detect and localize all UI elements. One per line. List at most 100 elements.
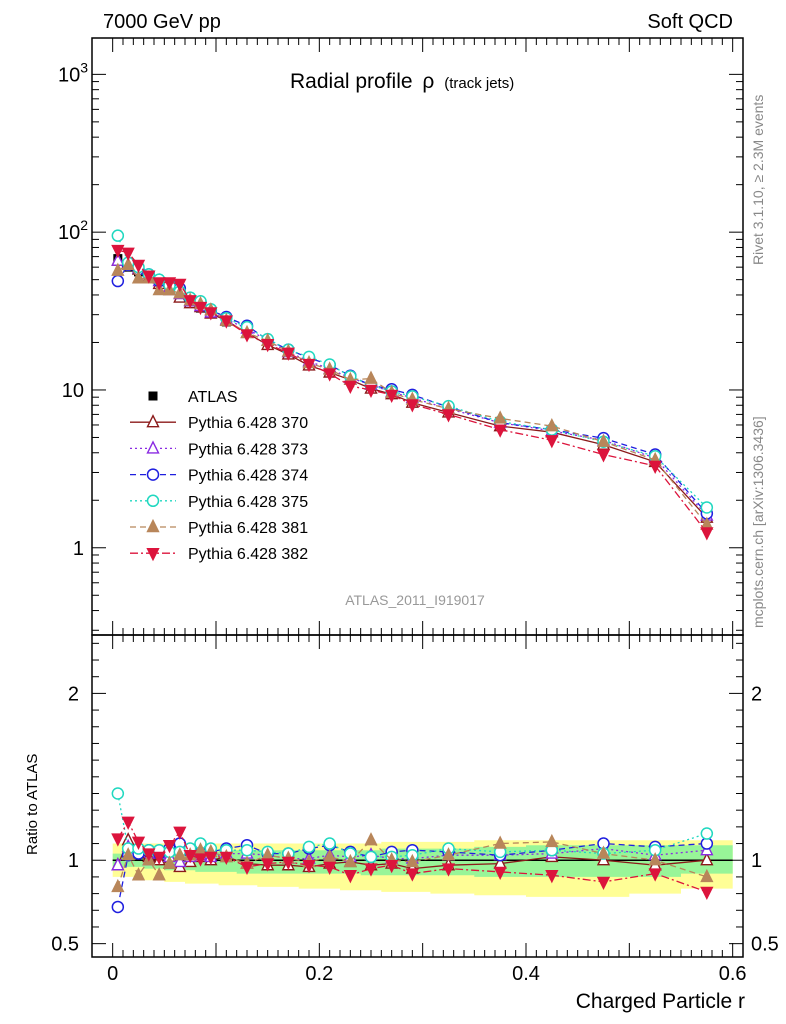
- x-tick-label: 0.2: [305, 963, 333, 985]
- ratio-point-375: [302, 840, 316, 854]
- ratio-point-382: [121, 816, 135, 830]
- y-tick-label: 1: [73, 538, 84, 560]
- top-point-382: [131, 259, 146, 273]
- ratio-point-382: [596, 876, 611, 890]
- top-point-382: [545, 435, 559, 449]
- top-point-382: [240, 329, 254, 343]
- ratio-point-381: [405, 853, 419, 868]
- ratio-point-370: [700, 852, 714, 866]
- ratio-point-382: [700, 886, 714, 900]
- legend-marker-370: [146, 414, 160, 428]
- plot-title-main: Radial profile: [290, 70, 413, 93]
- ratio-point-382: [111, 833, 125, 847]
- ratio-point-373: [173, 853, 187, 868]
- ratio-point-382: [142, 848, 156, 862]
- ratio-point-375: [364, 850, 378, 864]
- ratio-panel-series: [111, 787, 714, 914]
- ratio-point-382: [204, 851, 218, 865]
- top-point-382: [152, 277, 166, 291]
- ratio-y-tick-label-left: 2: [68, 683, 79, 705]
- top-point-375: [111, 229, 125, 242]
- legend: ATLAS Pythia 6.428 370 Pythia 6.428 373 Pyt…: [130, 389, 308, 563]
- legend-marker-373: [146, 440, 160, 454]
- top-point-381: [131, 270, 146, 284]
- plot-title: Radial profile ρ (track jets): [290, 70, 514, 93]
- top-line-373: [117, 259, 708, 517]
- ratio-point-381: [121, 847, 135, 861]
- ratio-point-373: [111, 857, 125, 871]
- rivet-label: Rivet 3.1.10, ≥ 2.3M events: [750, 95, 766, 265]
- legend-marker-382: [146, 548, 160, 562]
- top-point-382: [596, 449, 611, 463]
- ratio-point-382: [162, 840, 177, 854]
- ratio-y-axis-label: Ratio to ATLAS: [24, 754, 41, 855]
- ratio-point-382: [152, 851, 166, 865]
- ratio-panel-frame: [91, 634, 744, 958]
- ratio-point-381: [648, 852, 662, 866]
- ratio-y-tick-label-left: 0.5: [51, 934, 79, 956]
- ratio-point-381: [323, 848, 337, 863]
- ratio-point-382: [261, 858, 275, 872]
- top-point-382: [343, 380, 357, 395]
- ratio-point-382: [545, 870, 559, 884]
- ratio-point-382: [648, 868, 662, 882]
- ratio-point-381: [700, 868, 714, 883]
- top-point-381: [121, 256, 135, 271]
- x-axis-label: Charged Particle r: [576, 990, 745, 1013]
- top-point-382: [219, 315, 233, 329]
- top-point-382: [183, 295, 197, 309]
- ratio-y-tick-label-right: 2: [751, 683, 762, 705]
- ratio-point-381: [162, 855, 177, 869]
- top-point-381: [111, 262, 125, 276]
- top-point-382: [193, 301, 208, 316]
- y-tick-label: 102: [58, 217, 88, 244]
- ratio-point-382: [193, 853, 208, 867]
- top-point-382: [173, 278, 187, 292]
- legend-marker-375: [146, 494, 160, 508]
- ratio-point-382: [183, 850, 197, 864]
- top-point-382: [204, 307, 218, 321]
- top-point-381: [364, 370, 378, 384]
- legend-label-373: Pythia 6.428 373: [188, 441, 308, 458]
- legend-label-375: Pythia 6.428 375: [188, 494, 308, 511]
- ratio-point-381: [545, 833, 559, 848]
- ratio-point-382: [323, 861, 337, 875]
- ratio-point-382: [219, 851, 233, 865]
- ratio-y-tick-label-right: 1: [751, 850, 762, 872]
- top-panel-series: [111, 229, 714, 541]
- top-point-382: [142, 270, 156, 284]
- top-point-382: [648, 460, 662, 475]
- ratio-point-382: [131, 836, 146, 850]
- ratio-point-381: [441, 847, 456, 861]
- x-tick-labels: 0 0.2 0.4 0.6: [107, 963, 746, 985]
- ratio-point-381: [152, 867, 166, 881]
- ratio-point-382: [173, 826, 187, 840]
- legend-marker-374: [146, 468, 160, 481]
- ratio-point-382: [385, 860, 399, 874]
- ratio-y-tick-label-left: 1: [68, 850, 79, 872]
- top-point-381: [493, 410, 507, 424]
- top-point-381: [596, 433, 611, 447]
- top-panel-y-tick-labels: 1 10 102 103: [58, 59, 88, 559]
- y-tick-label: 103: [58, 59, 88, 86]
- y-tick-label: 10: [62, 380, 84, 402]
- ratio-point-382: [281, 856, 295, 870]
- ratio-point-381: [131, 867, 146, 881]
- legend-label-381: Pythia 6.428 381: [188, 520, 308, 537]
- legend-label-ATLAS: ATLAS: [188, 389, 238, 406]
- legend-label-370: Pythia 6.428 370: [188, 415, 308, 432]
- ratio-point-382: [405, 868, 419, 882]
- header-left: 7000 GeV pp: [103, 11, 221, 33]
- ratio-point-375: [111, 787, 125, 800]
- ratio-point-382: [441, 863, 456, 877]
- plot-title-sub: (track jets): [444, 75, 514, 92]
- top-point-382: [323, 368, 337, 382]
- ratio-point-382: [493, 866, 507, 880]
- top-point-382: [302, 358, 316, 373]
- top-point-382: [162, 277, 177, 291]
- top-point-381: [545, 418, 559, 432]
- header-right: Soft QCD: [647, 11, 733, 33]
- ratio-point-381: [173, 847, 187, 861]
- mcplots-label: mcplots.cern.ch [arXiv:1306.3436]: [750, 416, 766, 628]
